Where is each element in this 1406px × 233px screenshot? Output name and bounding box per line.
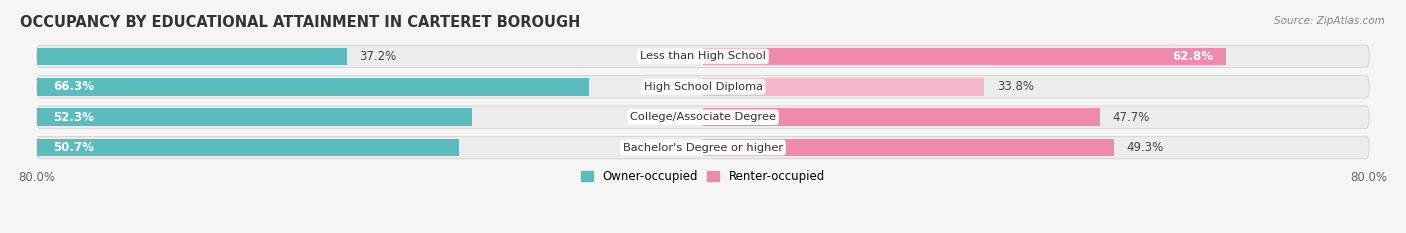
- Text: 49.3%: 49.3%: [1126, 141, 1163, 154]
- Bar: [37, 108, 472, 126]
- Bar: [703, 108, 1099, 126]
- Text: Less than High School: Less than High School: [640, 51, 766, 61]
- Text: 33.8%: 33.8%: [997, 80, 1033, 93]
- Text: 37.2%: 37.2%: [359, 50, 396, 63]
- Bar: [37, 78, 589, 96]
- Text: 47.7%: 47.7%: [1112, 111, 1150, 124]
- Bar: [37, 139, 458, 156]
- Legend: Owner-occupied, Renter-occupied: Owner-occupied, Renter-occupied: [576, 165, 830, 188]
- Text: 50.7%: 50.7%: [53, 141, 94, 154]
- Text: 62.8%: 62.8%: [1173, 50, 1213, 63]
- Bar: [703, 139, 1114, 156]
- FancyBboxPatch shape: [37, 136, 1369, 159]
- FancyBboxPatch shape: [37, 75, 1369, 98]
- Text: Source: ZipAtlas.com: Source: ZipAtlas.com: [1274, 16, 1385, 26]
- Text: College/Associate Degree: College/Associate Degree: [630, 112, 776, 122]
- Bar: [703, 48, 1226, 65]
- FancyBboxPatch shape: [37, 45, 1369, 68]
- Text: High School Diploma: High School Diploma: [644, 82, 762, 92]
- Bar: [703, 78, 984, 96]
- Text: OCCUPANCY BY EDUCATIONAL ATTAINMENT IN CARTERET BOROUGH: OCCUPANCY BY EDUCATIONAL ATTAINMENT IN C…: [20, 15, 581, 30]
- Text: 52.3%: 52.3%: [53, 111, 94, 124]
- Bar: [37, 48, 347, 65]
- FancyBboxPatch shape: [37, 106, 1369, 128]
- Text: 66.3%: 66.3%: [53, 80, 94, 93]
- Text: Bachelor's Degree or higher: Bachelor's Degree or higher: [623, 143, 783, 153]
